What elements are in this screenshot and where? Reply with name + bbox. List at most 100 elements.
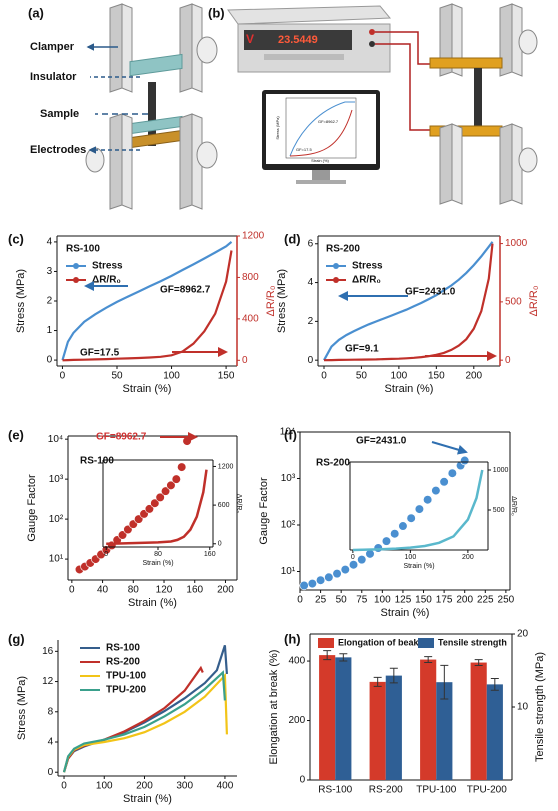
bar [319, 655, 336, 780]
y2-tick-label: 0 [505, 355, 511, 366]
legend-label: Tensile strength [438, 637, 507, 647]
annotation: RS-100 [80, 456, 114, 467]
error-bar [440, 664, 449, 700]
data-point [357, 555, 367, 565]
error-bar [339, 653, 348, 662]
data-point [324, 572, 334, 582]
y-axis-label: Elongation at break (%) [268, 650, 280, 765]
error-bar [389, 667, 398, 684]
y-tick-label: 10¹ [49, 554, 64, 565]
x-tick-label: 100 [391, 371, 408, 382]
x-tick-label: 300 [176, 781, 193, 792]
legend-swatch [418, 638, 434, 648]
data-point [150, 498, 160, 508]
y-tick-label: 2 [308, 316, 314, 327]
x-tick-label: 150 [428, 371, 445, 382]
y-tick-label: 10² [49, 514, 64, 525]
diagram-label: Clamper [30, 41, 75, 53]
y2-tick-label: 400 [242, 314, 259, 325]
data-point [160, 486, 171, 496]
data-line [62, 250, 233, 362]
x-tick-label: 250 [498, 595, 515, 606]
y-tick-label: 12 [42, 676, 54, 687]
legend-label: TPU-100 [106, 671, 146, 682]
x-tick-label: 100 [374, 595, 391, 606]
x-axis-label: Strain (%) [123, 793, 172, 805]
meter-reading: 23.5449 [278, 34, 318, 46]
legend-label: ΔR/R₀ [352, 275, 381, 286]
meter-unit: V [246, 32, 254, 46]
screen-text: Stress (MPa) [275, 116, 280, 140]
bar [486, 684, 503, 780]
data-point [117, 530, 128, 540]
clamper-diagram [85, 3, 218, 210]
x-tick-label: 100 [163, 371, 180, 382]
x-tick-label: 0 [104, 551, 108, 558]
data-line [323, 241, 494, 361]
data-point [307, 578, 317, 589]
y2-axis-label: Tensile strength (MPa) [534, 652, 546, 762]
x-axis-label: Strain (%) [123, 383, 172, 395]
x-tick-label: 225 [477, 595, 494, 606]
data-point [460, 455, 470, 466]
y-tick-label: 10³ [281, 473, 296, 484]
error-bar [373, 676, 382, 687]
x-tick-label: 175 [436, 595, 453, 606]
legend-marker [73, 277, 79, 283]
test-setup [227, 3, 538, 205]
y-tick-label: 2 [47, 296, 53, 307]
annotation: GF=8962.7 [96, 432, 147, 443]
x-tick-label: 400 [217, 781, 234, 792]
x-axis-label: Strain (%) [385, 383, 434, 395]
y-tick-label: 8 [48, 706, 54, 717]
panel-label: (f) [284, 427, 297, 442]
y2-tick-label: 20 [517, 629, 529, 640]
x-tick-label: 80 [154, 551, 162, 558]
y-tick-label: 10¹ [281, 566, 296, 577]
panel-label: (c) [8, 231, 24, 246]
data-line [352, 469, 484, 552]
y-axis-label: Gauge Factor [258, 477, 270, 545]
data-point [390, 529, 400, 539]
y-axis-label: Stress (MPa) [16, 676, 28, 740]
y-axis-label: Gauge Factor [26, 474, 38, 542]
x-tick-label: 150 [415, 595, 432, 606]
annotation: RS-200 [326, 244, 360, 255]
x-tick-label: TPU-200 [467, 785, 507, 796]
annotation: RS-200 [316, 458, 350, 469]
data-point [381, 536, 392, 546]
y-tick-label: 4 [48, 737, 54, 748]
y-tick-label: 1 [47, 325, 53, 336]
x-tick-label: 200 [462, 554, 474, 561]
x-tick-label: TPU-100 [416, 785, 456, 796]
error-bar [474, 659, 483, 667]
bar [436, 682, 453, 780]
panel-label: (e) [8, 427, 24, 442]
y2-tick-label: 500 [505, 297, 522, 308]
panel-label: (g) [8, 631, 25, 646]
x-tick-label: 0 [321, 371, 327, 382]
x-tick-label: 0 [60, 371, 66, 382]
data-point [155, 492, 165, 502]
panel-label: (a) [28, 5, 44, 20]
y-tick-label: 10⁴ [280, 427, 295, 438]
x-tick-label: 100 [96, 781, 113, 792]
data-line [62, 665, 204, 773]
screen-text: Strain (%) [311, 158, 329, 163]
screen-text: GF=17.5 [296, 147, 312, 152]
x-axis-label: Strain (%) [142, 560, 173, 567]
panel-label: (b) [208, 5, 225, 20]
x-axis-label: Strain (%) [381, 607, 430, 619]
screen-text: GF=8962.7 [318, 119, 339, 124]
x-tick-label: 0 [351, 554, 355, 561]
y2-tick-label: 10 [517, 702, 529, 713]
arrow [431, 441, 468, 455]
y-tick-label: 500 [493, 507, 505, 514]
x-tick-label: 0 [61, 781, 67, 792]
data-point [182, 436, 192, 446]
y-tick-label: 10² [281, 520, 296, 531]
y-axis-label: ΔR/R₀ [510, 496, 517, 516]
data-line [106, 469, 208, 546]
diagram-label: Sample [40, 108, 79, 120]
annotation: GF=8962.7 [160, 285, 211, 296]
